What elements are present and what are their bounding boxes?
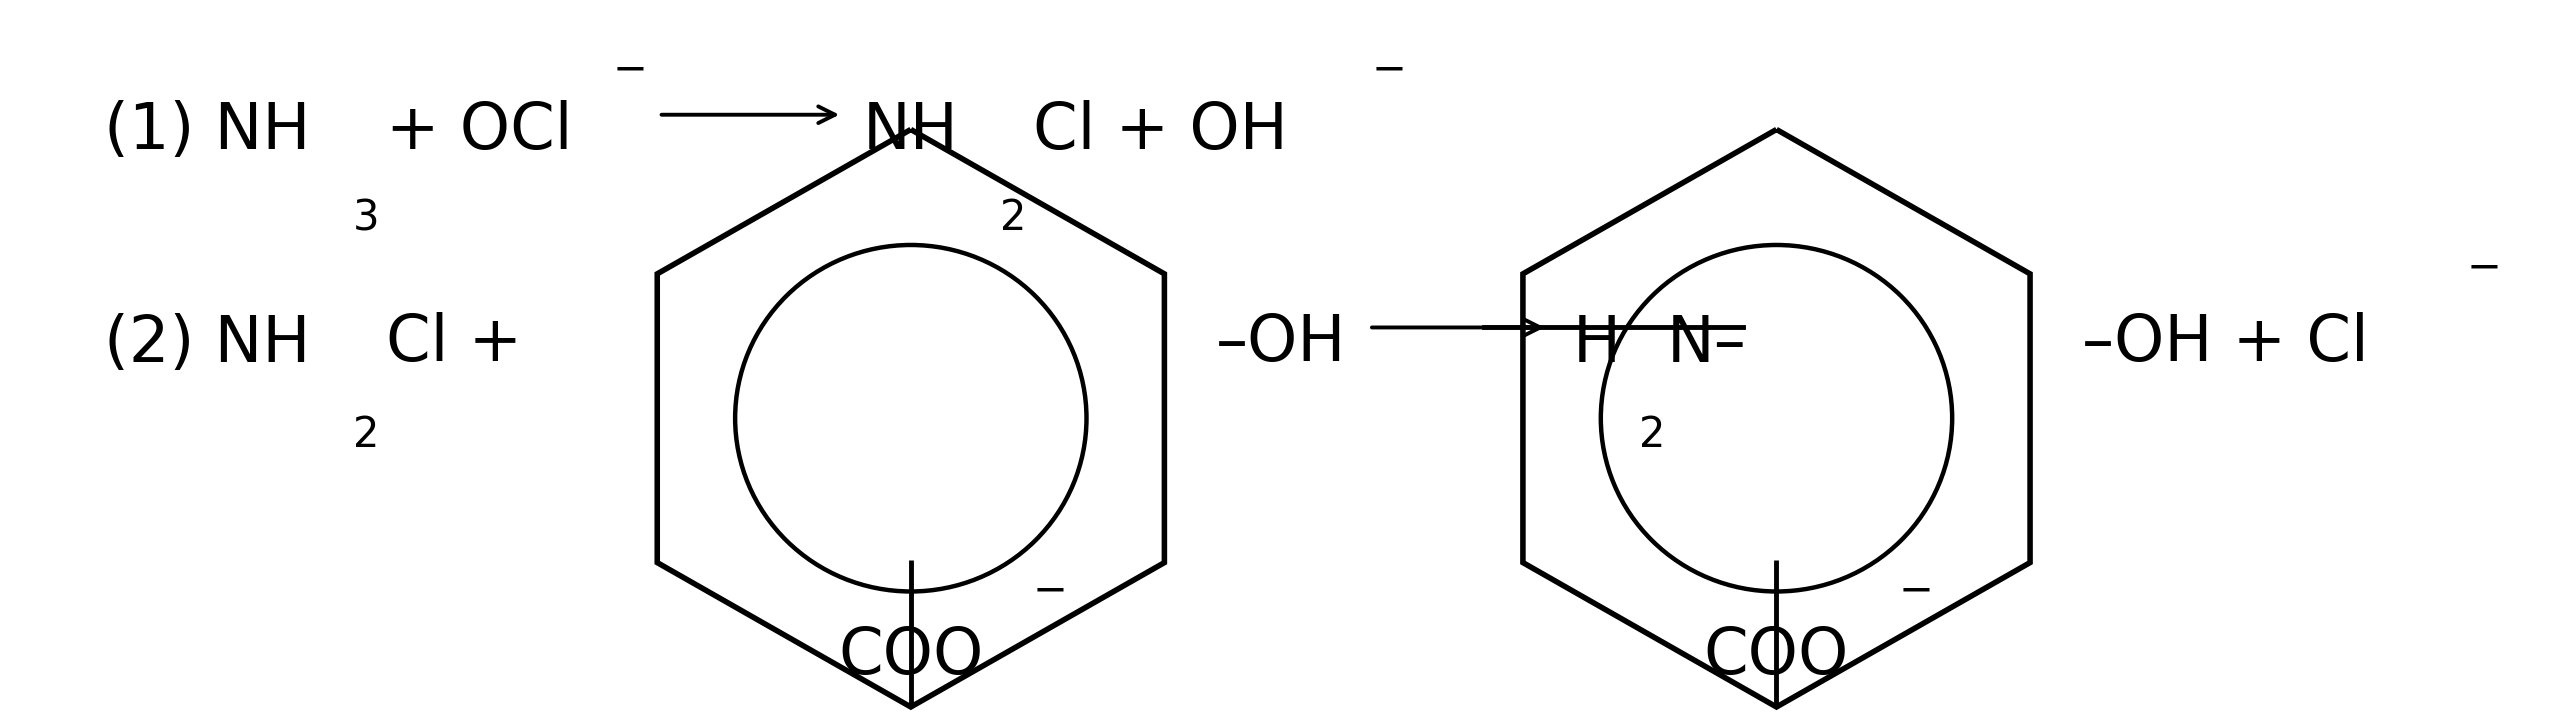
Text: COO: COO [837, 625, 983, 687]
Text: COO: COO [1705, 625, 1848, 687]
Text: NH: NH [863, 100, 957, 162]
Text: (2) NH: (2) NH [105, 312, 310, 375]
Text: N–: N– [1667, 312, 1746, 375]
Text: 2: 2 [1638, 414, 1667, 455]
Text: −: − [1900, 570, 1933, 612]
Text: –OH + Cl: –OH + Cl [2081, 312, 2368, 375]
Text: 3: 3 [353, 197, 379, 239]
Text: −: − [1372, 48, 1405, 90]
Text: + OCl: + OCl [387, 100, 573, 162]
Text: 2: 2 [1001, 197, 1027, 239]
Text: 2: 2 [353, 414, 379, 455]
Text: (1) NH: (1) NH [105, 100, 310, 162]
Text: −: − [612, 48, 648, 90]
Text: –OH: –OH [1216, 312, 1347, 375]
Text: H: H [1572, 312, 1620, 375]
Text: −: − [2465, 247, 2501, 289]
Text: Cl + OH: Cl + OH [1034, 100, 1288, 162]
Text: −: − [1034, 570, 1068, 612]
Text: Cl +: Cl + [387, 312, 522, 375]
